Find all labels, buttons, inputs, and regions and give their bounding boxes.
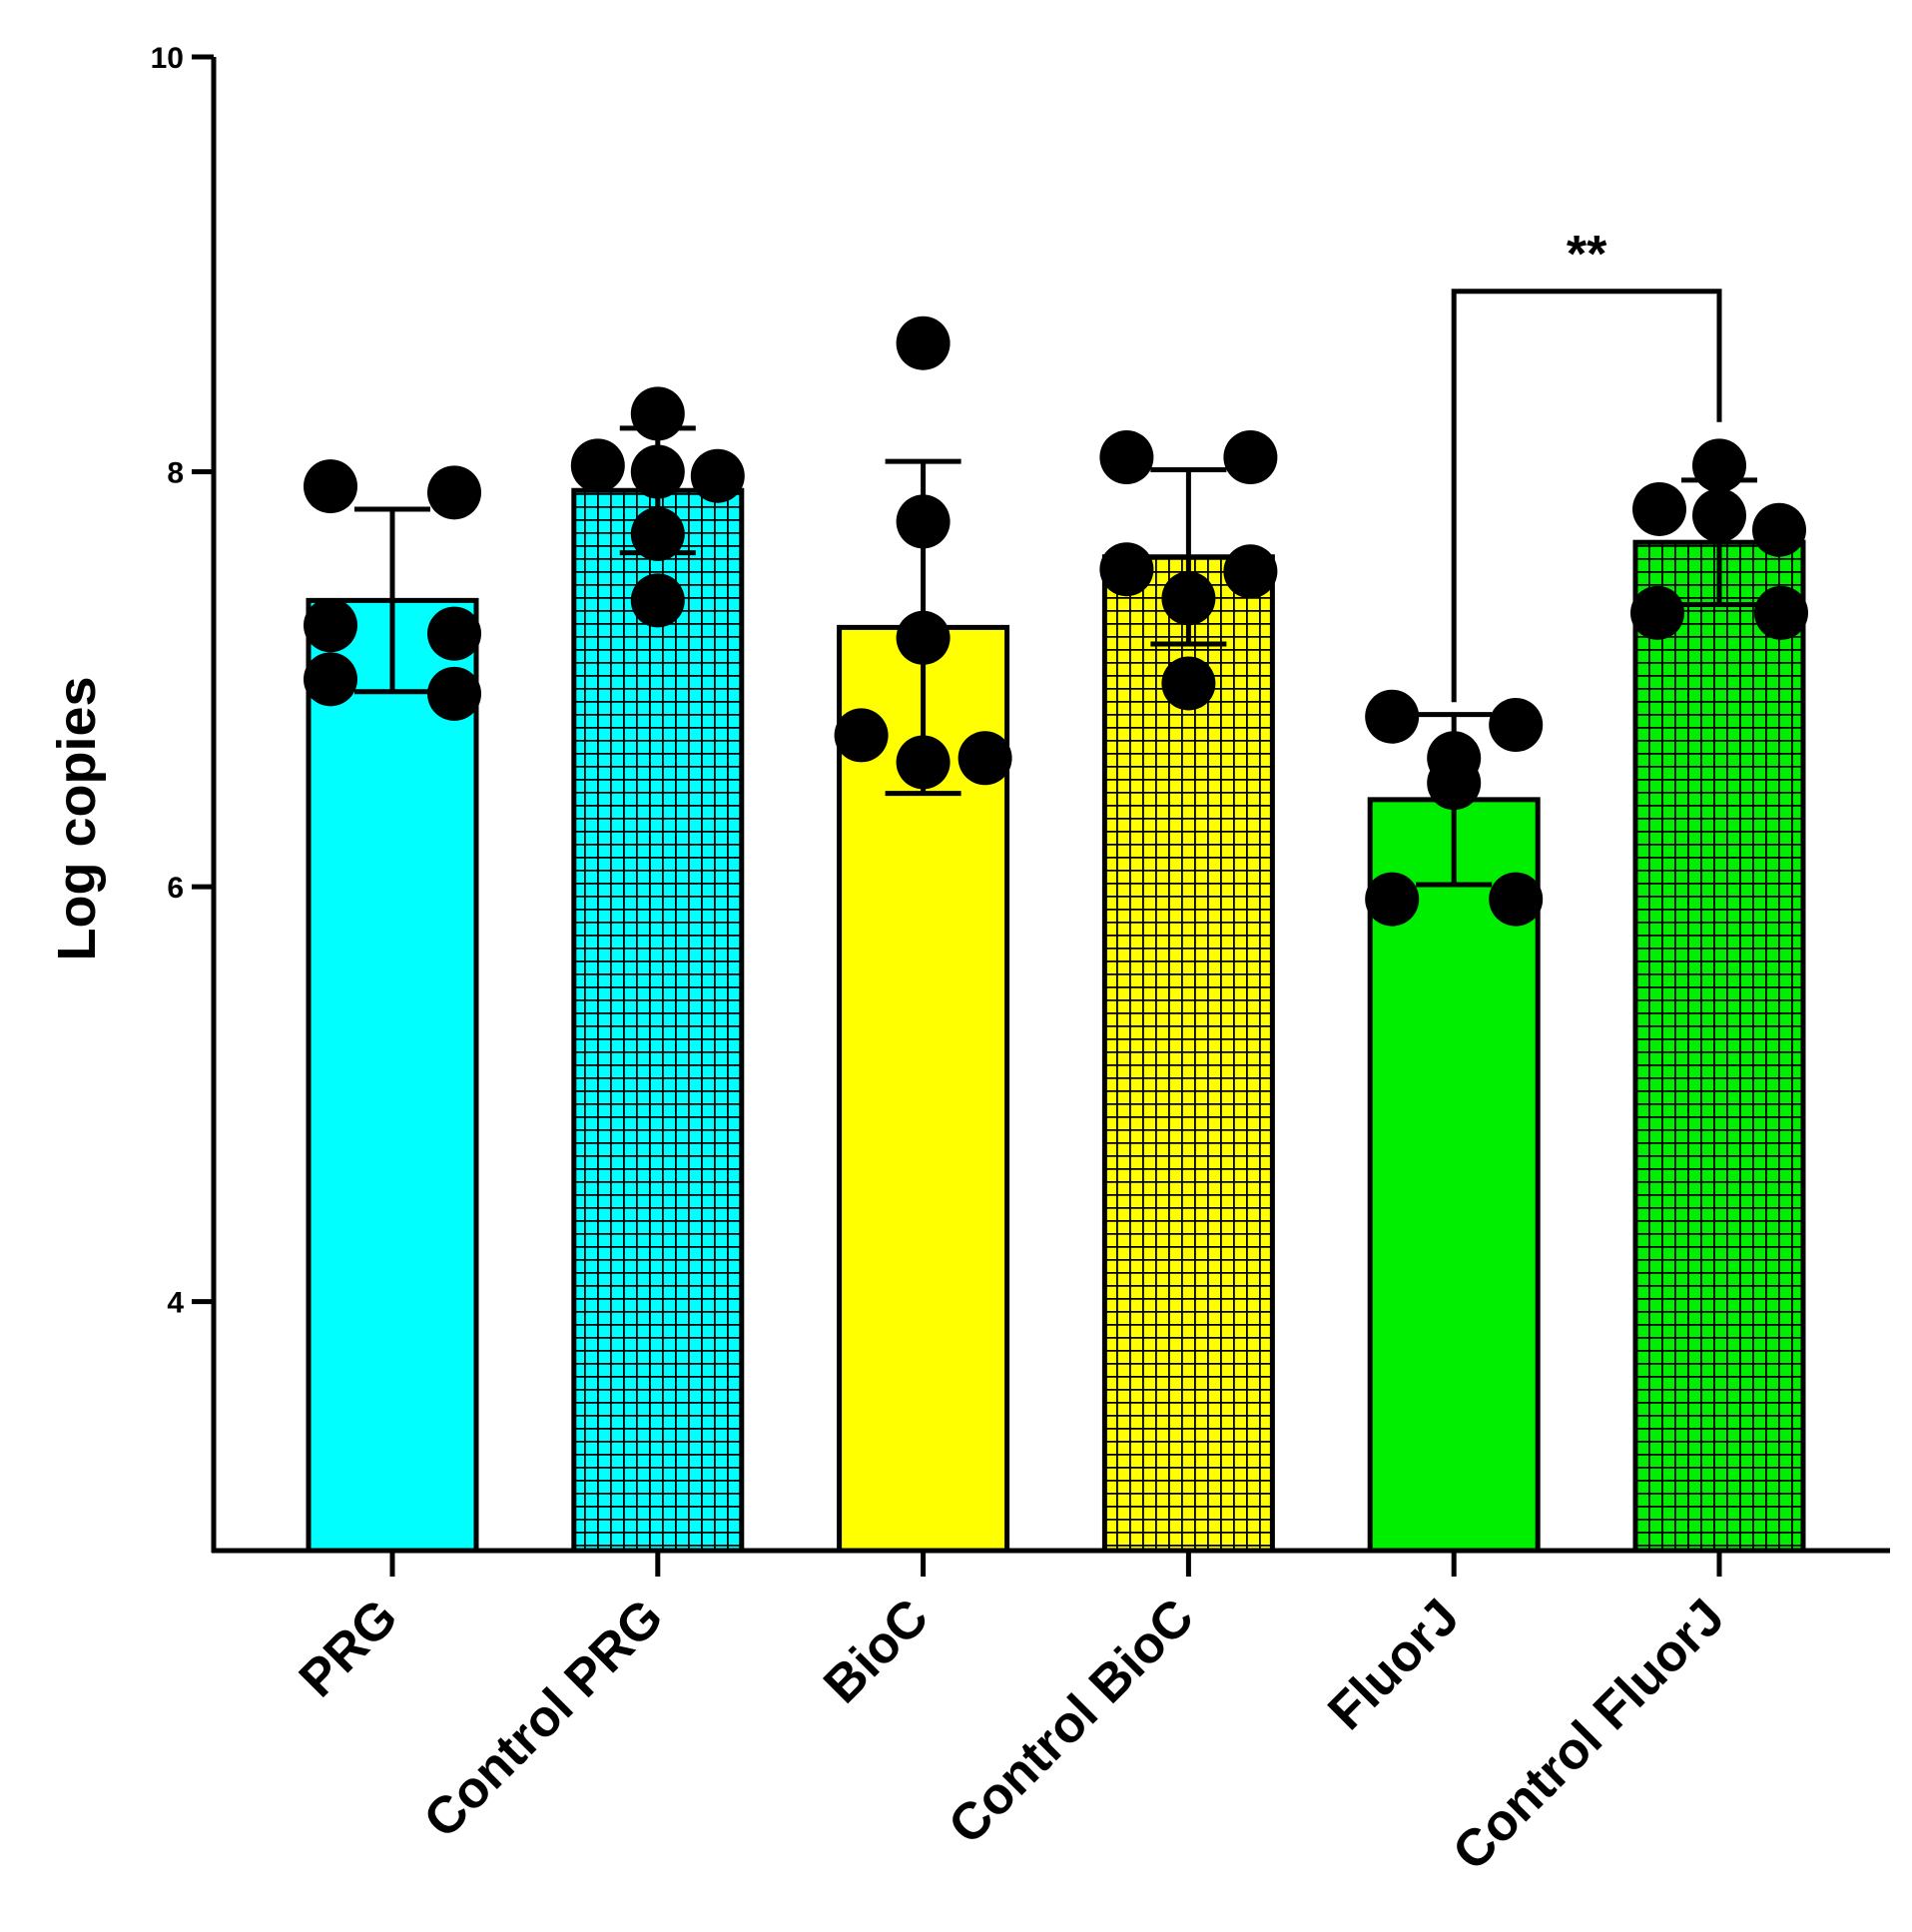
significance-label: ** [1567, 226, 1607, 284]
y-axis-title: Log copies [47, 676, 107, 961]
y-tick-label: 10 [151, 42, 184, 75]
data-point [427, 606, 481, 661]
data-point [1161, 571, 1216, 626]
x-tick-label: Control BioC [938, 1588, 1205, 1855]
data-point [304, 598, 357, 653]
data-point [630, 573, 685, 628]
data-point [1427, 756, 1482, 811]
data-point [1365, 872, 1420, 927]
data-point [1489, 698, 1544, 753]
data-point [1099, 430, 1154, 485]
data-point [427, 666, 481, 721]
data-point [1692, 488, 1746, 543]
data-point [1630, 585, 1684, 640]
significance-bracket [1451, 289, 1722, 703]
bar-control-bioc [1101, 554, 1275, 1554]
data-point [1752, 502, 1806, 557]
data-point [1161, 656, 1216, 711]
bar-prg [306, 597, 479, 1554]
data-point [690, 448, 745, 503]
data-point [957, 731, 1012, 786]
bar-control-fluorj [1632, 539, 1806, 1554]
data-point [630, 444, 685, 499]
data-point [304, 459, 357, 514]
data-point [896, 735, 951, 790]
data-point [1099, 542, 1154, 597]
data-point [1223, 430, 1278, 485]
data-point [1223, 544, 1278, 599]
bar-control-prg [571, 487, 745, 1554]
data-point [896, 494, 951, 549]
x-tick-label: Control PRG [413, 1588, 675, 1849]
data-point [304, 652, 357, 707]
data-point [896, 610, 951, 665]
data-point [630, 506, 685, 561]
data-point [834, 708, 889, 763]
data-point [427, 465, 481, 520]
data-point [1754, 585, 1808, 640]
y-tick-label: 8 [167, 457, 184, 490]
x-tick-label: PRG [289, 1588, 409, 1708]
y-tick-label: 4 [167, 1287, 184, 1320]
data-point [1692, 438, 1746, 493]
data-point [896, 316, 951, 370]
x-tick-label: Control FluorJ [1442, 1588, 1735, 1881]
x-tick-label: FluorJ [1317, 1588, 1470, 1740]
data-point [570, 438, 625, 493]
data-point [630, 386, 685, 441]
data-point [1632, 481, 1686, 536]
data-point [1365, 689, 1420, 744]
y-tick-label: 6 [167, 872, 184, 905]
data-point [1489, 872, 1544, 927]
x-tick-label: BioC [813, 1588, 940, 1714]
